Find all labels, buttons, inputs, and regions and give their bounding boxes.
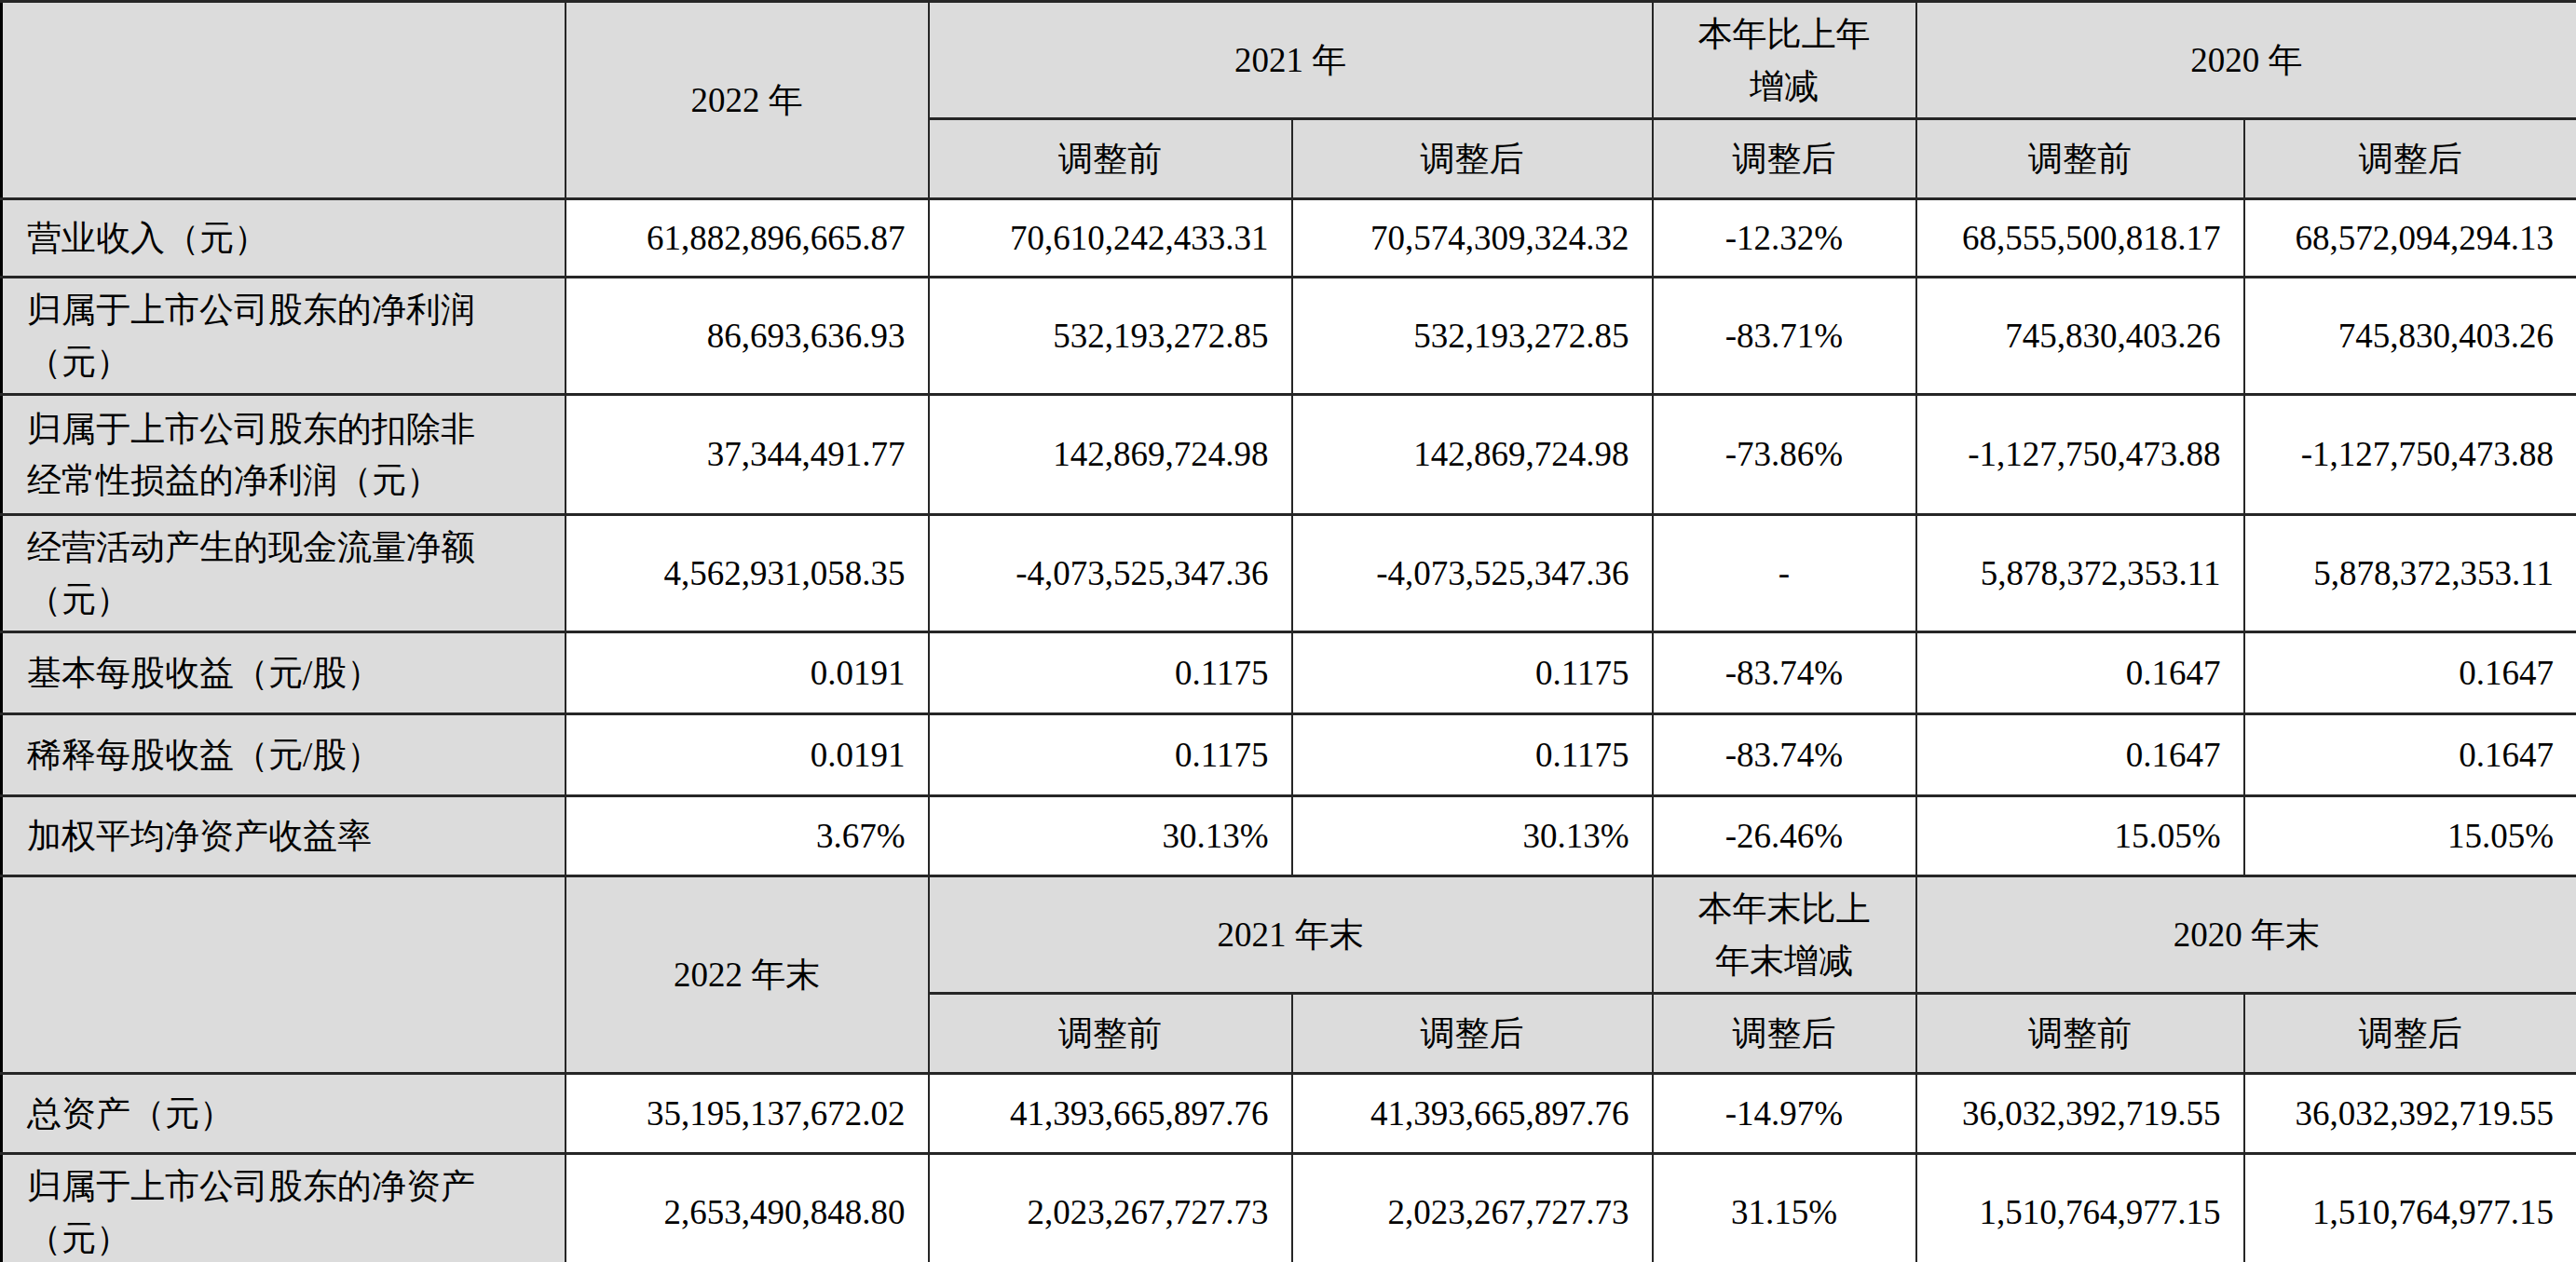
- cell-prior2-before: 36,032,392,719.55: [1916, 1074, 2244, 1154]
- cell-prior2-after: 0.1647: [2244, 632, 2576, 714]
- cell-change: -26.46%: [1653, 796, 1916, 876]
- cell-prior2-before: 1,510,764,977.15: [1916, 1154, 2244, 1262]
- subheader-adj-before-2020: 调整前: [1916, 119, 2244, 199]
- cell-change: -: [1653, 515, 1916, 632]
- table-row: 加权平均净资产收益率 3.67% 30.13% 30.13% -26.46% 1…: [2, 796, 2576, 876]
- cell-prior-before: 0.1175: [929, 632, 1292, 714]
- row-label: 总资产（元）: [2, 1074, 566, 1154]
- financial-summary-table: 2022 年 2021 年 本年比上年 增减 2020 年 调整前 调整后 调整…: [0, 0, 2576, 1262]
- cell-prior2-before: 0.1647: [1916, 632, 2244, 714]
- table-row: 经营活动产生的现金流量净额 （元） 4,562,931,058.35 -4,07…: [2, 515, 2576, 632]
- cell-prior2-before: 5,878,372,353.11: [1916, 515, 2244, 632]
- subheader-adj-after-2021-end: 调整后: [1292, 994, 1653, 1074]
- row-label: 归属于上市公司股东的净利润 （元）: [2, 278, 566, 395]
- row-label: 加权平均净资产收益率: [2, 796, 566, 876]
- cell-prior2-after: 15.05%: [2244, 796, 2576, 876]
- cell-current-year: 2,653,490,848.80: [566, 1154, 929, 1262]
- table-row: 归属于上市公司股东的净资产 （元） 2,653,490,848.80 2,023…: [2, 1154, 2576, 1262]
- cell-prior-before: 41,393,665,897.76: [929, 1074, 1292, 1154]
- header-prior2-year-end: 2020 年末: [1916, 876, 2576, 994]
- cell-prior-before: 0.1175: [929, 714, 1292, 796]
- cell-prior2-after: 745,830,403.26: [2244, 278, 2576, 395]
- cell-prior-after: 2,023,267,727.73: [1292, 1154, 1653, 1262]
- table-row: 稀释每股收益（元/股） 0.0191 0.1175 0.1175 -83.74%…: [2, 714, 2576, 796]
- cell-prior2-after: 5,878,372,353.11: [2244, 515, 2576, 632]
- cell-current-year: 37,344,491.77: [566, 395, 929, 515]
- subheader-adj-after-2020-end: 调整后: [2244, 994, 2576, 1074]
- cell-prior-after: 41,393,665,897.76: [1292, 1074, 1653, 1154]
- cell-change: -83.74%: [1653, 714, 1916, 796]
- cell-prior2-before: 15.05%: [1916, 796, 2244, 876]
- row-label: 营业收入（元）: [2, 199, 566, 278]
- cell-prior-after: 30.13%: [1292, 796, 1653, 876]
- subheader-adj-before-2021: 调整前: [929, 119, 1292, 199]
- row-label: 基本每股收益（元/股）: [2, 632, 566, 714]
- cell-prior2-after: 1,510,764,977.15: [2244, 1154, 2576, 1262]
- header-prior-year-end: 2021 年末: [929, 876, 1653, 994]
- subheader-adj-after-2020: 调整后: [2244, 119, 2576, 199]
- row-label: 归属于上市公司股东的净资产 （元）: [2, 1154, 566, 1262]
- cell-prior-before: 142,869,724.98: [929, 395, 1292, 515]
- cell-change: 31.15%: [1653, 1154, 1916, 1262]
- cell-prior2-before: -1,127,750,473.88: [1916, 395, 2244, 515]
- cell-current-year: 3.67%: [566, 796, 929, 876]
- cell-current-year: 86,693,636.93: [566, 278, 929, 395]
- cell-prior-after: -4,073,525,347.36: [1292, 515, 1653, 632]
- cell-prior2-after: 0.1647: [2244, 714, 2576, 796]
- header-prior2-year: 2020 年: [1916, 2, 2576, 119]
- table-row: 营业收入（元） 61,882,896,665.87 70,610,242,433…: [2, 199, 2576, 278]
- subheader-adj-before-2020-end: 调整前: [1916, 994, 2244, 1074]
- cell-prior-after: 532,193,272.85: [1292, 278, 1653, 395]
- cell-current-year: 0.0191: [566, 714, 929, 796]
- cell-prior-before: 2,023,267,727.73: [929, 1154, 1292, 1262]
- table-row: 基本每股收益（元/股） 0.0191 0.1175 0.1175 -83.74%…: [2, 632, 2576, 714]
- table-row: 归属于上市公司股东的净利润 （元） 86,693,636.93 532,193,…: [2, 278, 2576, 395]
- corner-spacer: [2, 2, 566, 199]
- cell-prior2-before: 68,555,500,818.17: [1916, 199, 2244, 278]
- cell-prior-before: 532,193,272.85: [929, 278, 1292, 395]
- cell-change: -14.97%: [1653, 1074, 1916, 1154]
- cell-change: -12.32%: [1653, 199, 1916, 278]
- cell-current-year: 35,195,137,672.02: [566, 1074, 929, 1154]
- cell-change: -83.71%: [1653, 278, 1916, 395]
- cell-prior-after: 0.1175: [1292, 714, 1653, 796]
- header-prior-year: 2021 年: [929, 2, 1653, 119]
- subheader-adj-after-change: 调整后: [1653, 119, 1916, 199]
- cell-change: -73.86%: [1653, 395, 1916, 515]
- row-label: 稀释每股收益（元/股）: [2, 714, 566, 796]
- cell-prior2-after: -1,127,750,473.88: [2244, 395, 2576, 515]
- corner-spacer: [2, 876, 566, 1074]
- cell-prior-before: 70,610,242,433.31: [929, 199, 1292, 278]
- header-current-year-end: 2022 年末: [566, 876, 929, 1074]
- header-change-year-end: 本年末比上 年末增减: [1653, 876, 1916, 994]
- cell-prior2-after: 36,032,392,719.55: [2244, 1074, 2576, 1154]
- subheader-adj-before-2021-end: 调整前: [929, 994, 1292, 1074]
- cell-prior-after: 70,574,309,324.32: [1292, 199, 1653, 278]
- row-label: 经营活动产生的现金流量净额 （元）: [2, 515, 566, 632]
- cell-prior2-after: 68,572,094,294.13: [2244, 199, 2576, 278]
- cell-prior-before: -4,073,525,347.36: [929, 515, 1292, 632]
- cell-prior-after: 0.1175: [1292, 632, 1653, 714]
- subheader-adj-after-change-end: 调整后: [1653, 994, 1916, 1074]
- table-row: 总资产（元） 35,195,137,672.02 41,393,665,897.…: [2, 1074, 2576, 1154]
- cell-current-year: 0.0191: [566, 632, 929, 714]
- cell-change: -83.74%: [1653, 632, 1916, 714]
- cell-prior2-before: 745,830,403.26: [1916, 278, 2244, 395]
- table-row: 归属于上市公司股东的扣除非 经常性损益的净利润（元） 37,344,491.77…: [2, 395, 2576, 515]
- row-label: 归属于上市公司股东的扣除非 经常性损益的净利润（元）: [2, 395, 566, 515]
- cell-current-year: 4,562,931,058.35: [566, 515, 929, 632]
- header-current-year: 2022 年: [566, 2, 929, 199]
- header-change: 本年比上年 增减: [1653, 2, 1916, 119]
- cell-current-year: 61,882,896,665.87: [566, 199, 929, 278]
- cell-prior-after: 142,869,724.98: [1292, 395, 1653, 515]
- cell-prior-before: 30.13%: [929, 796, 1292, 876]
- subheader-adj-after-2021: 调整后: [1292, 119, 1653, 199]
- cell-prior2-before: 0.1647: [1916, 714, 2244, 796]
